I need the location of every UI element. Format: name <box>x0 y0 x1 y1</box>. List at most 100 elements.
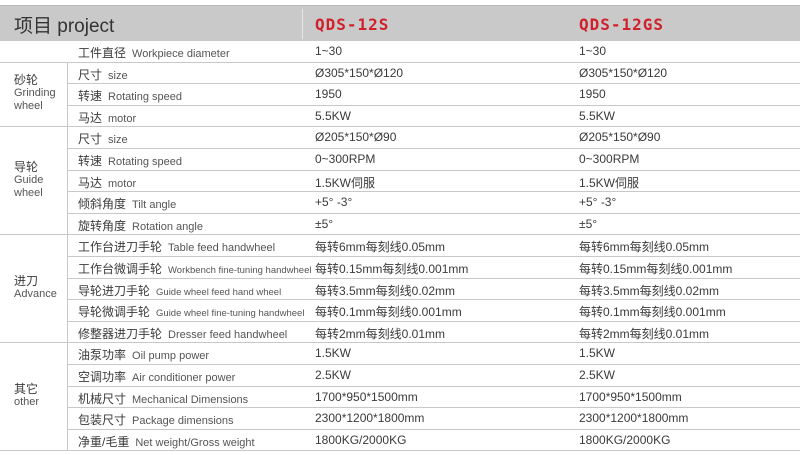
category-cell: 进刀 Advance <box>0 234 68 344</box>
spec-name-en: motor <box>108 112 137 125</box>
spec-name: 油泵功率 Oil pump power <box>78 346 209 363</box>
project-label: 项目 project <box>14 16 115 37</box>
spec-name-en: Workbench fine-tuning handwheel <box>168 265 312 276</box>
table-row: 马达 motor 1.5KW伺服 1.5KW伺服 <box>68 170 800 193</box>
spec-name-en: Workpiece diameter <box>132 48 230 60</box>
value-qds-12gs: 1.5KW伺服 <box>579 175 640 190</box>
value-qds-12s: 每转0.1mm每刻线0.001mm <box>315 305 462 320</box>
table-row: 转速 Rotating speed 1950 1950 <box>68 83 800 106</box>
spec-name: 马达 motor <box>78 109 136 126</box>
spec-name-zh: 转速 <box>78 89 103 104</box>
spec-name: 尺寸 size <box>78 66 128 83</box>
value-qds-12gs: 0~300RPM <box>579 152 640 166</box>
table-row: 油泵功率 Oil pump power 1.5KW 1.5KW <box>68 342 800 365</box>
spec-name: 旋转角度 Rotation angle <box>78 217 203 234</box>
category-en: other <box>14 396 40 409</box>
value-qds-12gs: ±5° <box>579 216 598 231</box>
value-qds-12gs: 2.5KW <box>579 368 616 382</box>
value-qds-12s: 每转2mm每刻线0.01mm <box>315 326 446 341</box>
spec-name-en: Rotation angle <box>132 220 203 233</box>
category-zh: 进刀 <box>14 274 39 289</box>
value-qds-12gs: 每转0.1mm每刻线0.001mm <box>579 305 726 320</box>
table-row: 旋转角度 Rotation angle ±5° ±5° <box>68 213 800 236</box>
table-row: 空调功率 Air conditioner power 2.5KW 2.5KW <box>68 364 800 387</box>
category-cell: 导轮 Guide wheel <box>0 126 68 236</box>
spec-name: 导轮进刀手轮 Guide wheel feed hand wheel <box>78 282 281 299</box>
value-qds-12gs: +5° -3° <box>579 195 617 210</box>
spec-name-en: motor <box>108 177 137 190</box>
value-qds-12gs: 每转2mm每刻线0.01mm <box>579 326 710 341</box>
spec-name-zh: 导轮进刀手轮 <box>78 283 151 298</box>
value-qds-12gs: Ø305*150*Ø120 <box>579 65 668 80</box>
spec-name: 马达 motor <box>78 174 136 191</box>
spec-name-zh: 马达 <box>78 110 103 125</box>
category-en: wheel <box>14 186 43 199</box>
spec-name-zh: 尺寸 <box>78 67 103 82</box>
spec-name-zh: 旋转角度 <box>78 218 127 233</box>
spec-name: 倾斜角度 Tilt angle <box>78 195 176 212</box>
table-row: 修整器进刀手轮 Dresser feed handwheel 每转2mm每刻线0.0… <box>68 321 800 344</box>
value-qds-12s: 0~300RPM <box>315 152 376 166</box>
spec-name-zh: 转速 <box>78 154 103 168</box>
table-row: 包装尺寸 Package dimensions 2300*1200*1800mm 23… <box>68 407 800 430</box>
value-qds-12gs: 1950 <box>579 87 606 102</box>
value-qds-12gs: 每转0.15mm每刻线0.001mm <box>579 262 733 276</box>
spec-name-zh: 修整器进刀手轮 <box>78 326 163 341</box>
spec-name-en: size <box>108 69 128 82</box>
value-qds-12s: 5.5KW <box>315 108 352 123</box>
spec-name-en: Guide wheel fine-tuning handwheel <box>156 308 305 320</box>
table-row: 转速 Rotating speed 0~300RPM 0~300RPM <box>68 148 800 171</box>
value-qds-12s: ±5° <box>315 216 334 231</box>
spec-name: 空调功率 Air conditioner power <box>78 368 235 385</box>
table-row: 导轮进刀手轮 Guide wheel feed hand wheel 每转3.5mm… <box>68 278 800 301</box>
spec-name-en: Oil pump power <box>132 350 210 363</box>
spec-name-en: Net weight/Gross weight <box>135 436 255 449</box>
value-qds-12s: 1.5KW <box>315 346 352 361</box>
value-qds-12s: 每转6mm每刻线0.05mm <box>315 240 446 255</box>
category-zh: 其它 <box>14 382 39 397</box>
model-qds-12s: QDS-12S <box>315 15 390 34</box>
value-qds-12s: 每转3.5mm每刻线0.02mm <box>315 283 456 298</box>
value-qds-12gs: 1800KG/2000KG <box>579 432 671 447</box>
spec-name: 机械尺寸 Mechanical Dimensions <box>78 390 248 407</box>
table-row: 工件直径 Workpiece diameter 1~30 1~30 <box>0 40 800 63</box>
category-en: Advance <box>14 288 57 301</box>
spec-name-en: size <box>108 134 128 147</box>
spec-name: 修整器进刀手轮 Dresser feed handwheel <box>78 325 287 342</box>
value-qds-12s: 2300*1200*1800mm <box>315 411 425 426</box>
value-qds-12gs: 每转3.5mm每刻线0.02mm <box>579 283 720 298</box>
spec-name-en: Rotating speed <box>108 156 183 168</box>
divider <box>302 9 303 39</box>
value-qds-12gs: 2300*1200*1800mm <box>579 411 689 426</box>
spec-name: 导轮微调手轮 Guide wheel fine-tuning handwheel <box>78 303 304 320</box>
table-row: 倾斜角度 Tilt angle +5° -3° +5° -3° <box>68 191 800 214</box>
category-zh: 导轮 <box>14 159 39 174</box>
category-cell: 砂轮 Grinding wheel <box>0 61 68 128</box>
category-en: Grinding <box>14 87 56 100</box>
table-row: 尺寸 size Ø305*150*Ø120 Ø305*150*Ø120 <box>68 62 800 85</box>
table-row: 导轮微调手轮 Guide wheel fine-tuning handwheel 每… <box>68 299 800 322</box>
model-qds-12gs: QDS-12GS <box>579 15 665 34</box>
value-qds-12s: Ø205*150*Ø90 <box>315 130 397 145</box>
category-en: Guide <box>14 173 44 186</box>
spec-name-en: Air conditioner power <box>132 372 236 384</box>
table-row: 工作台微调手轮 Workbench fine-tuning handwheel 每转… <box>68 256 800 279</box>
spec-name-en: Tilt angle <box>132 199 177 212</box>
spec-name: 工作台进刀手轮 Table feed handwheel <box>78 238 275 255</box>
spec-name: 转速 Rotating speed <box>78 87 182 104</box>
table-row: 工作台进刀手轮 Table feed handwheel 每转6mm每刻线0.05m… <box>68 234 800 257</box>
value-qds-12s: 1800KG/2000KG <box>315 432 407 447</box>
value-qds-12s: 1.5KW伺服 <box>315 175 376 190</box>
value-qds-12gs: 1700*950*1500mm <box>579 389 682 404</box>
value-qds-12s: 1~30 <box>315 44 343 58</box>
spec-name: 工作台微调手轮 Workbench fine-tuning handwheel <box>78 260 312 277</box>
spec-name-zh: 尺寸 <box>78 132 103 147</box>
spec-name-zh: 工作台进刀手轮 <box>78 240 163 255</box>
spec-name-en: Rotating speed <box>108 91 183 104</box>
spec-name-zh: 马达 <box>78 175 103 190</box>
table-header: 项目 project QDS-12S QDS-12GS <box>0 5 800 41</box>
spec-name-zh: 油泵功率 <box>78 348 127 363</box>
value-qds-12s: 每转0.15mm每刻线0.001mm <box>315 262 469 276</box>
spec-name-zh: 倾斜角度 <box>78 197 127 212</box>
table-row: 机械尺寸 Mechanical Dimensions 1700*950*1500mm… <box>68 386 800 409</box>
